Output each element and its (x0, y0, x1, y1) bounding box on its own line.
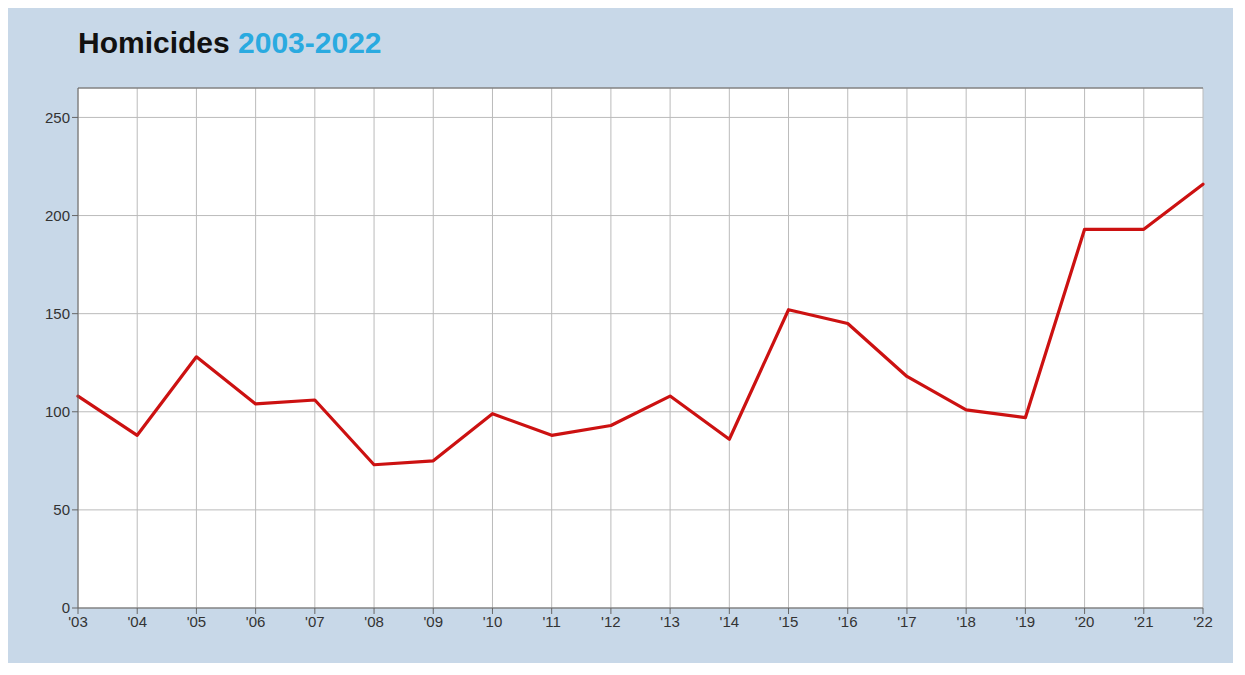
html-text:Homicides 2003-2022: Homicides 2003-2022 (78, 26, 382, 59)
svg-text:'08: '08 (364, 613, 384, 630)
svg-text:'18: '18 (956, 613, 976, 630)
svg-text:'20: '20 (1075, 613, 1095, 630)
svg-text:'17: '17 (897, 613, 917, 630)
svg-text:100: 100 (45, 403, 70, 420)
svg-text:'12: '12 (601, 613, 621, 630)
svg-text:200: 200 (45, 207, 70, 224)
svg-text:'15: '15 (779, 613, 799, 630)
svg-text:'05: '05 (187, 613, 207, 630)
svg-text:'14: '14 (720, 613, 740, 630)
svg-text:'19: '19 (1016, 613, 1036, 630)
svg-text:'13: '13 (660, 613, 680, 630)
svg-text:'03: '03 (68, 613, 88, 630)
svg-text:'09: '09 (423, 613, 443, 630)
svg-text:'22: '22 (1193, 613, 1213, 630)
svg-text:250: 250 (45, 109, 70, 126)
svg-text:'06: '06 (246, 613, 266, 630)
svg-text:'16: '16 (838, 613, 858, 630)
svg-text:'10: '10 (483, 613, 503, 630)
svg-text:'21: '21 (1134, 613, 1154, 630)
svg-text:50: 50 (53, 501, 70, 518)
svg-text:0: 0 (62, 599, 70, 616)
svg-text:'04: '04 (127, 613, 147, 630)
svg-text:'07: '07 (305, 613, 325, 630)
svg-text:'11: '11 (542, 613, 560, 630)
svg-text:150: 150 (45, 305, 70, 322)
